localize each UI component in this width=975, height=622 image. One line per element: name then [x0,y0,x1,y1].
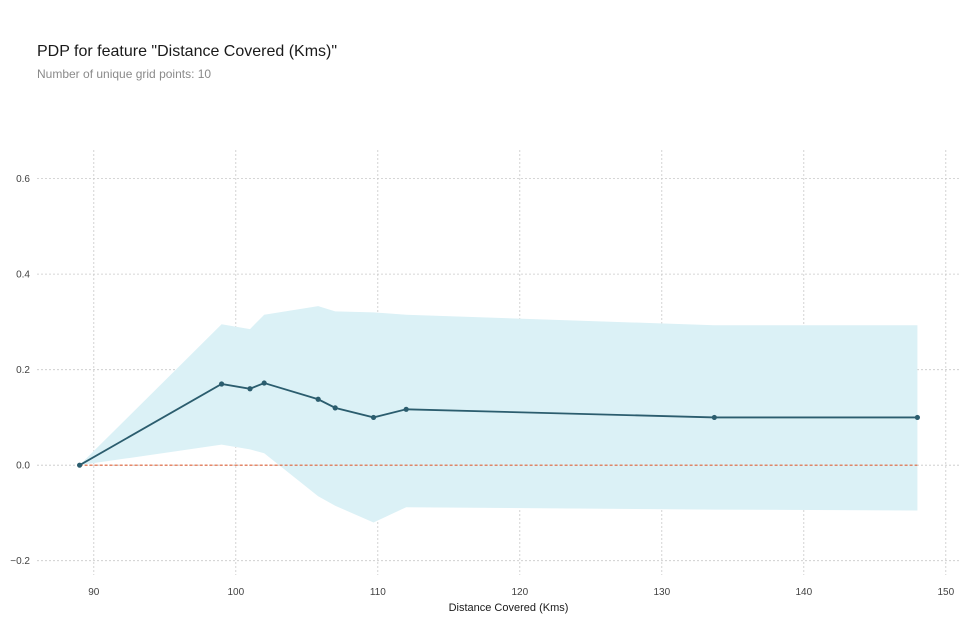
y-tick-label: 0.4 [16,270,30,281]
pdp-point [332,405,338,411]
pdp-point [261,380,267,386]
x-tick-label: 100 [227,587,244,598]
pdp-point [403,406,409,412]
chart-title: PDP for feature "Distance Covered (Kms)" [37,43,338,60]
x-axis-label: Distance Covered (Kms) [449,602,569,614]
pdp-point [370,414,377,421]
tick-label-layer: 90 100 110 120 130 140 150 −0.2 0.0 0.2 0.4 0.6 [10,174,954,598]
y-tick-label: 0.6 [16,174,30,185]
pdp-point [247,386,253,392]
x-tick-label: 90 [88,587,100,598]
pdp-line [79,382,918,466]
pdp-point [315,396,321,402]
y-tick-label: 0.0 [16,461,30,472]
y-tick-label: 0.2 [16,365,30,376]
x-tick-label: 130 [653,587,670,598]
pdp-point [77,462,83,468]
confidence-band-layer [79,306,918,523]
x-tick-label: 110 [370,587,386,598]
pdp-point [914,414,921,421]
x-tick-label: 120 [511,587,528,598]
pdp-line-layer [77,380,921,468]
x-tick-label: 140 [795,587,812,598]
confidence-band [79,306,918,523]
y-tick-label: −0.2 [10,556,30,567]
chart-subtitle: Number of unique grid points: 10 [37,67,212,81]
x-tick-label: 150 [937,587,954,598]
pdp-point [711,414,717,421]
pdp-point [219,381,225,387]
